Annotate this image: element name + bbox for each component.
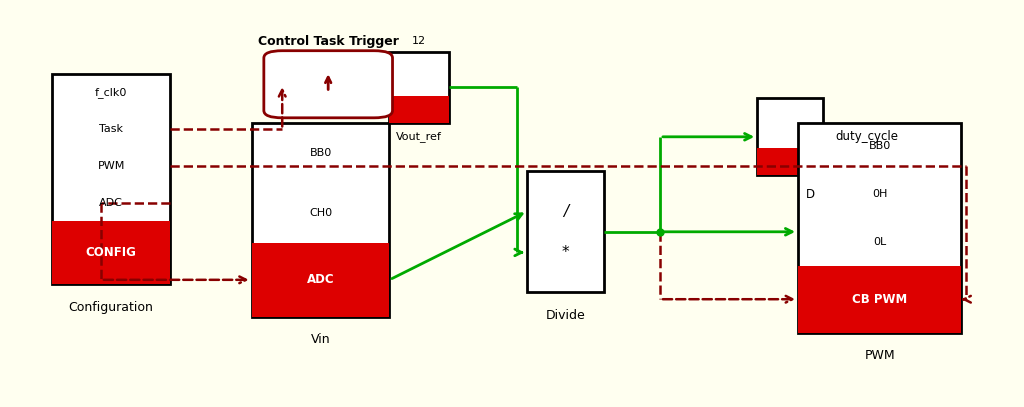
Text: Control Task Trigger: Control Task Trigger [258,35,398,48]
Text: Vout_ref: Vout_ref [396,131,442,142]
Text: Configuration: Configuration [69,300,154,313]
FancyBboxPatch shape [52,74,170,284]
FancyBboxPatch shape [757,98,823,175]
FancyBboxPatch shape [757,148,823,175]
Text: Divide: Divide [546,309,586,322]
FancyBboxPatch shape [252,123,389,317]
FancyBboxPatch shape [52,221,170,284]
Text: ADC: ADC [307,274,334,286]
Text: PWM: PWM [864,349,895,362]
Text: CH0: CH0 [309,208,332,218]
FancyBboxPatch shape [264,51,392,118]
Text: duty_cycle: duty_cycle [836,130,899,143]
Text: CB PWM: CB PWM [852,293,907,306]
FancyBboxPatch shape [389,52,449,123]
Text: f_clk0: f_clk0 [95,87,127,98]
Text: Task: Task [99,124,123,134]
Text: 12: 12 [412,36,426,46]
Text: ADC: ADC [99,198,123,208]
Text: Vin: Vin [310,333,331,346]
Text: 0H: 0H [872,189,888,199]
Text: 0L: 0L [873,237,886,247]
FancyBboxPatch shape [798,266,962,333]
FancyBboxPatch shape [798,123,962,333]
Text: *: * [562,245,569,260]
FancyBboxPatch shape [389,96,449,123]
FancyBboxPatch shape [252,243,389,317]
FancyBboxPatch shape [527,171,604,292]
Text: D: D [806,188,815,201]
Text: CONFIG: CONFIG [86,246,136,259]
Text: PWM: PWM [97,161,125,171]
Text: BB0: BB0 [868,142,891,151]
Text: BB0: BB0 [309,148,332,158]
Text: /: / [563,204,568,219]
